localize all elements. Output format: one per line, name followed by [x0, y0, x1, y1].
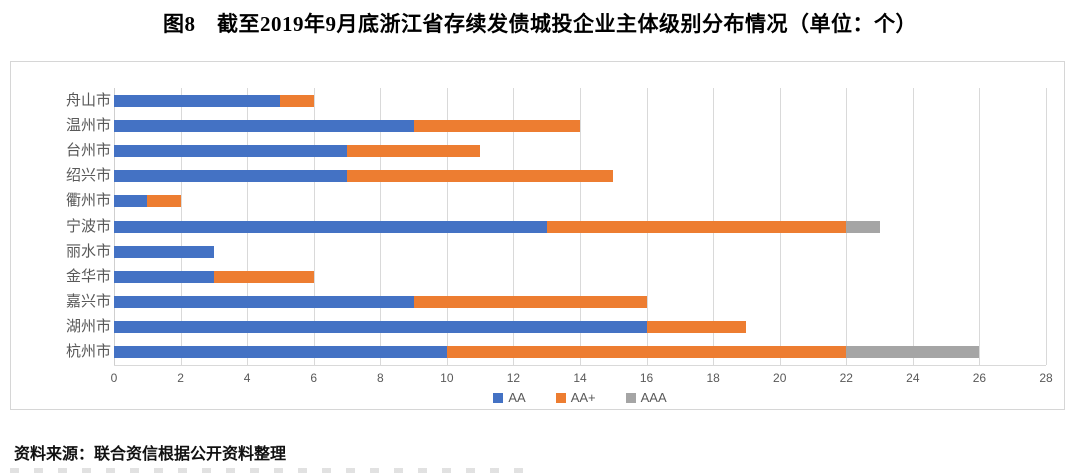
bar-segment-aa	[114, 245, 214, 258]
y-axis-label: 嘉兴市	[65, 293, 111, 311]
bar-segment-aa+	[546, 220, 847, 233]
bar-segment-aa	[114, 94, 281, 107]
legend-swatch-icon	[555, 392, 566, 403]
y-axis-label: 湖州市	[65, 318, 111, 336]
bar-segment-aa	[114, 270, 214, 283]
bar-segment-aa+	[446, 346, 847, 359]
y-axis-label: 舟山市	[65, 91, 111, 109]
x-tick-label: 24	[906, 371, 920, 385]
legend-item: AA+	[555, 390, 596, 405]
bar-segment-aa+	[147, 195, 181, 208]
bar-segment-aa	[114, 119, 414, 132]
y-axis-label: 台州市	[65, 141, 111, 159]
x-tick-label: 0	[110, 371, 118, 385]
bar-row	[114, 119, 1046, 132]
plot-area	[114, 88, 1047, 366]
bar-row	[114, 195, 1046, 208]
y-axis-label: 金华市	[65, 267, 111, 285]
x-tick-label: 14	[573, 371, 587, 385]
y-axis-label: 温州市	[65, 116, 111, 134]
bar-segment-aa+	[646, 321, 747, 334]
y-axis-label: 衢州市	[65, 192, 111, 210]
bar-segment-aa+	[413, 296, 647, 309]
gridline	[979, 88, 981, 365]
x-tick-label: 4	[243, 371, 251, 385]
x-tick-label: 18	[706, 371, 720, 385]
gridline	[1046, 88, 1047, 365]
bar-segment-aa	[114, 220, 547, 233]
bar-row	[114, 220, 1046, 233]
legend-label: AAA	[640, 390, 667, 405]
legend-label: AA	[508, 390, 526, 405]
bar-segment-aa	[114, 346, 447, 359]
x-tick-label: 22	[839, 371, 853, 385]
bar-segment-aa	[114, 195, 148, 208]
gridline	[912, 88, 914, 365]
legend-item: AAA	[625, 390, 667, 405]
bar-segment-aa+	[280, 94, 314, 107]
source-note: 资料来源：联合资信根据公开资料整理	[14, 446, 287, 463]
cutoff-text-hint	[10, 468, 530, 473]
legend-swatch-icon	[493, 392, 504, 403]
bar-segment-aa	[114, 170, 347, 183]
y-axis-label: 绍兴市	[65, 167, 111, 185]
x-tick-label: 16	[639, 371, 654, 385]
bar-segment-aa	[114, 296, 414, 309]
bar-segment-aa	[114, 321, 647, 334]
bar-segment-aa+	[347, 144, 481, 157]
legend: AA AA+ AAA	[114, 390, 1046, 405]
x-tick-label: 6	[310, 371, 318, 385]
x-tick-label: 10	[440, 371, 454, 385]
bar-row	[114, 144, 1046, 157]
bar-row	[114, 170, 1046, 183]
bar-segment-aaa	[846, 220, 880, 233]
x-tick-label: 12	[506, 371, 521, 385]
x-tick-label: 28	[1039, 371, 1053, 385]
legend-swatch-icon	[625, 392, 636, 403]
bar-row	[114, 245, 1046, 258]
y-axis-label: 丽水市	[65, 242, 111, 260]
bar-segment-aa	[114, 144, 347, 157]
figure-title: 图8 截至2019年9月底浙江省存续发债城投企业主体级别分布情况（单位：个）	[163, 12, 917, 36]
x-tick-label: 2	[177, 371, 184, 385]
bar-row	[114, 321, 1046, 334]
y-axis-label: 宁波市	[65, 217, 111, 235]
x-axis-line	[114, 365, 1046, 366]
chart-frame: AA AA+ AAA 舟山市温州市台州市绍兴市衢州市宁波市丽水市金华市嘉兴市湖州市杭…	[10, 61, 1065, 410]
legend-item: AA	[493, 390, 526, 405]
bar-segment-aa+	[213, 270, 314, 283]
legend-label: AA+	[570, 390, 596, 405]
bar-segment-aa+	[347, 170, 614, 183]
x-tick-label: 8	[376, 371, 384, 385]
bar-row	[114, 296, 1046, 309]
x-tick-label: 20	[773, 371, 787, 385]
bar-row	[114, 94, 1046, 107]
x-tick-label: 26	[972, 371, 987, 385]
y-axis-label: 杭州市	[65, 343, 111, 361]
bar-row	[114, 270, 1046, 283]
bar-row	[114, 346, 1046, 359]
bar-segment-aa+	[413, 119, 580, 132]
bar-segment-aaa	[846, 346, 980, 359]
